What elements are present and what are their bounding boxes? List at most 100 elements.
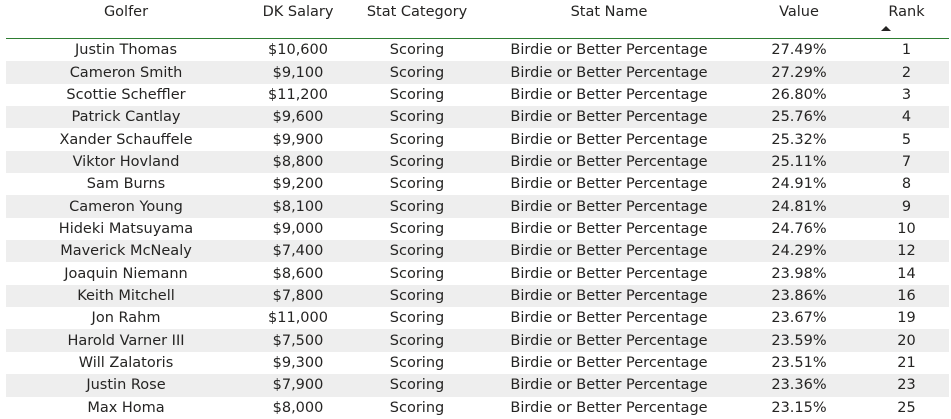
cell-stat-name: Birdie or Better Percentage bbox=[510, 86, 708, 103]
cell-dk-salary: $11,200 bbox=[268, 86, 328, 103]
table-row[interactable]: Xander Schauffele $9,900 Scoring Birdie or … bbox=[6, 128, 949, 150]
cell-stat-category: Scoring bbox=[350, 284, 484, 308]
cell-stat-category: Scoring bbox=[389, 399, 445, 416]
cell-stat-name: Birdie or Better Percentage bbox=[510, 265, 708, 282]
cell-value: 26.80% bbox=[771, 86, 827, 103]
cell-rank: 7 bbox=[864, 150, 949, 174]
cell-golfer: Max Homa bbox=[87, 399, 165, 416]
cell-golfer: Keith Mitchell bbox=[6, 284, 246, 308]
table-row[interactable]: Cameron Smith $9,100 Scoring Birdie or Bett… bbox=[6, 61, 949, 84]
cell-stat-category: Scoring bbox=[350, 106, 484, 129]
cell-rank: 3 bbox=[901, 86, 912, 103]
cell-golfer: Jon Rahm bbox=[91, 310, 161, 327]
cell-stat-category: Scoring bbox=[389, 42, 445, 59]
table-row[interactable]: Patrick Cantlay $9,600 Scoring Birdie or Be… bbox=[6, 106, 949, 129]
table-row[interactable]: Justin Thomas $10,600 Scoring Birdie or Bet… bbox=[6, 39, 949, 62]
cell-stat-category: Scoring bbox=[350, 61, 484, 84]
cell-stat-category: Scoring bbox=[389, 131, 445, 148]
cell-value: 23.86% bbox=[734, 284, 864, 308]
table-row[interactable]: Keith Mitchell $7,800 Scoring Birdie or Bet… bbox=[6, 284, 949, 308]
table-row[interactable]: Will Zalatoris $9,300 Scoring Birdie or Bet… bbox=[6, 352, 949, 374]
column-header-stat-name[interactable]: Stat Name bbox=[484, 0, 734, 39]
cell-stat-name: Birdie or Better Percentage bbox=[484, 150, 734, 174]
column-header-rank[interactable]: Rank bbox=[864, 0, 949, 39]
sort-ascending-icon[interactable] bbox=[881, 26, 891, 31]
cell-stat-name: Birdie or Better Percentage bbox=[484, 284, 734, 308]
cell-stat-name: Birdie or Better Percentage bbox=[510, 220, 708, 237]
cell-stat-category: Scoring bbox=[350, 374, 484, 397]
table-row[interactable]: Justin Rose $7,900 Scoring Birdie or Better… bbox=[6, 374, 949, 397]
cell-rank: 21 bbox=[897, 354, 916, 371]
cell-stat-name: Birdie or Better Percentage bbox=[510, 354, 708, 371]
cell-rank: 23 bbox=[864, 374, 949, 397]
column-header-stat-category[interactable]: Stat Category bbox=[350, 0, 484, 39]
cell-dk-salary: $7,800 bbox=[246, 284, 350, 308]
cell-stat-name: Birdie or Better Percentage bbox=[484, 195, 734, 218]
table-row[interactable]: Scottie Scheffler $11,200 Scoring Birdie or… bbox=[6, 84, 949, 106]
cell-rank: 10 bbox=[897, 220, 916, 237]
cell-dk-salary: $8,000 bbox=[272, 399, 324, 416]
cell-value: 23.51% bbox=[771, 354, 827, 371]
cell-value: 25.32% bbox=[771, 131, 827, 148]
cell-stat-category: Scoring bbox=[389, 86, 445, 103]
cell-stat-category: Scoring bbox=[389, 220, 445, 237]
cell-rank: 20 bbox=[864, 329, 949, 352]
cell-dk-salary: $8,800 bbox=[246, 150, 350, 174]
cell-dk-salary: $9,000 bbox=[272, 220, 324, 237]
cell-stat-name: Birdie or Better Percentage bbox=[510, 399, 708, 416]
cell-golfer: Viktor Hovland bbox=[6, 150, 246, 174]
table-row[interactable]: Max Homa $8,000 Scoring Birdie or Better Pe… bbox=[6, 397, 949, 419]
cell-golfer: Joaquin Niemann bbox=[64, 265, 188, 282]
table-row[interactable]: Viktor Hovland $8,800 Scoring Birdie or Bet… bbox=[6, 150, 949, 174]
table-row[interactable]: Harold Varner III $7,500 Scoring Birdie or … bbox=[6, 329, 949, 352]
cell-stat-category: Scoring bbox=[389, 176, 445, 193]
cell-stat-category: Scoring bbox=[350, 195, 484, 218]
cell-stat-name: Birdie or Better Percentage bbox=[484, 329, 734, 352]
cell-stat-category: Scoring bbox=[389, 354, 445, 371]
cell-rank: 4 bbox=[864, 106, 949, 129]
table-header: Golfer DK Salary Stat Category Stat Name… bbox=[6, 0, 949, 39]
cell-stat-name: Birdie or Better Percentage bbox=[484, 374, 734, 397]
cell-golfer: Hideki Matsuyama bbox=[58, 220, 194, 237]
column-header-rank-label: Rank bbox=[888, 4, 925, 20]
table-row[interactable]: Cameron Young $8,100 Scoring Birdie or Bett… bbox=[6, 195, 949, 218]
cell-stat-category: Scoring bbox=[350, 329, 484, 352]
cell-dk-salary: $7,400 bbox=[246, 240, 350, 263]
column-header-dk-salary[interactable]: DK Salary bbox=[246, 0, 350, 39]
cell-dk-salary: $7,500 bbox=[246, 329, 350, 352]
cell-dk-salary: $10,600 bbox=[268, 42, 328, 59]
header-row: Golfer DK Salary Stat Category Stat Name… bbox=[6, 0, 949, 39]
table-row[interactable]: Jon Rahm $11,000 Scoring Birdie or Better P… bbox=[6, 307, 949, 329]
cell-stat-name: Birdie or Better Percentage bbox=[510, 176, 708, 193]
cell-stat-name: Birdie or Better Percentage bbox=[484, 61, 734, 84]
table-row[interactable]: Joaquin Niemann $8,600 Scoring Birdie or Be… bbox=[6, 262, 949, 284]
cell-stat-category: Scoring bbox=[350, 150, 484, 174]
cell-value: 24.76% bbox=[771, 220, 827, 237]
table-row[interactable]: Sam Burns $9,200 Scoring Birdie or Better P… bbox=[6, 173, 949, 195]
cell-golfer: Cameron Smith bbox=[6, 61, 246, 84]
cell-value: 23.98% bbox=[771, 265, 827, 282]
cell-rank: 5 bbox=[901, 131, 912, 148]
cell-golfer: Cameron Young bbox=[6, 195, 246, 218]
cell-value: 25.76% bbox=[734, 106, 864, 129]
golfer-stats-table: Golfer DK Salary Stat Category Stat Name… bbox=[6, 0, 949, 419]
cell-dk-salary: $9,900 bbox=[272, 131, 324, 148]
table-row[interactable]: Hideki Matsuyama $9,000 Scoring Birdie or B… bbox=[6, 218, 949, 240]
cell-rank: 12 bbox=[864, 240, 949, 263]
cell-dk-salary: $9,600 bbox=[246, 106, 350, 129]
cell-golfer: Sam Burns bbox=[86, 176, 166, 193]
cell-value: 23.67% bbox=[771, 310, 827, 327]
cell-rank: 16 bbox=[864, 284, 949, 308]
cell-value: 23.36% bbox=[734, 374, 864, 397]
table-row[interactable]: Maverick McNealy $7,400 Scoring Birdie or B… bbox=[6, 240, 949, 263]
cell-rank: 8 bbox=[901, 176, 912, 193]
cell-golfer: Harold Varner III bbox=[6, 329, 246, 352]
cell-golfer: Scottie Scheffler bbox=[66, 86, 186, 103]
cell-value: 23.15% bbox=[771, 399, 827, 416]
cell-rank: 9 bbox=[864, 195, 949, 218]
column-header-golfer[interactable]: Golfer bbox=[6, 0, 246, 39]
cell-dk-salary: $9,300 bbox=[272, 354, 324, 371]
column-header-value[interactable]: Value bbox=[734, 0, 864, 39]
cell-golfer: Maverick McNealy bbox=[6, 240, 246, 263]
